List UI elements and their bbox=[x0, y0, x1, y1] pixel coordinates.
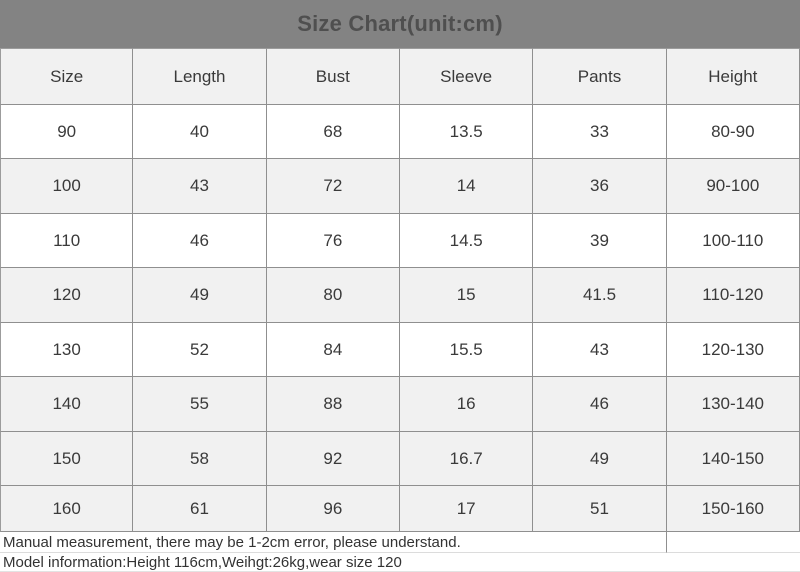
cell-length: 55 bbox=[133, 377, 267, 432]
cell-bust: 68 bbox=[266, 105, 400, 159]
column-header-length: Length bbox=[133, 48, 267, 105]
cell-size: 90 bbox=[0, 105, 134, 159]
cell-pants: 33 bbox=[533, 105, 667, 159]
cell-bust: 88 bbox=[266, 377, 400, 432]
cell-bust: 84 bbox=[266, 323, 400, 377]
cell-sleeve: 15.5 bbox=[399, 323, 534, 377]
column-header-bust: Bust bbox=[266, 48, 400, 105]
note-row-measurement: Manual measurement, there may be 1-2cm e… bbox=[0, 532, 800, 553]
column-header-pants: Pants bbox=[533, 48, 667, 105]
cell-pants: 39 bbox=[533, 214, 667, 268]
cell-length: 49 bbox=[133, 268, 267, 323]
column-header-size: Size bbox=[0, 48, 134, 105]
note-row-model-info: Model information:Height 116cm,Weihgt:26… bbox=[0, 553, 800, 572]
cell-height: 130-140 bbox=[666, 377, 800, 432]
cell-pants: 36 bbox=[533, 159, 667, 214]
cell-height: 140-150 bbox=[666, 432, 800, 486]
cell-length: 46 bbox=[133, 214, 267, 268]
cell-size: 110 bbox=[0, 214, 134, 268]
cell-sleeve: 13.5 bbox=[399, 105, 534, 159]
measurement-note: Manual measurement, there may be 1-2cm e… bbox=[3, 533, 461, 551]
cell-sleeve: 14 bbox=[399, 159, 534, 214]
cell-bust: 72 bbox=[266, 159, 400, 214]
cell-height: 90-100 bbox=[666, 159, 800, 214]
cell-sleeve: 14.5 bbox=[399, 214, 534, 268]
column-header-sleeve: Sleeve bbox=[399, 48, 534, 105]
cell-sleeve: 16.7 bbox=[399, 432, 534, 486]
cell-sleeve: 17 bbox=[399, 486, 534, 532]
cell-pants: 51 bbox=[533, 486, 667, 532]
cell-bust: 92 bbox=[266, 432, 400, 486]
cell-length: 43 bbox=[133, 159, 267, 214]
cell-height: 80-90 bbox=[666, 105, 800, 159]
note-empty-cell bbox=[666, 532, 800, 553]
cell-sleeve: 16 bbox=[399, 377, 534, 432]
cell-sleeve: 15 bbox=[399, 268, 534, 323]
cell-bust: 80 bbox=[266, 268, 400, 323]
cell-size: 130 bbox=[0, 323, 134, 377]
cell-size: 100 bbox=[0, 159, 134, 214]
cell-bust: 96 bbox=[266, 486, 400, 532]
cell-size: 120 bbox=[0, 268, 134, 323]
measurement-note-cell: Manual measurement, there may be 1-2cm e… bbox=[0, 532, 667, 553]
cell-length: 52 bbox=[133, 323, 267, 377]
size-table: Size Length Bust Sleeve Pants Height 90 … bbox=[0, 48, 800, 532]
cell-size: 150 bbox=[0, 432, 134, 486]
cell-pants: 41.5 bbox=[533, 268, 667, 323]
cell-pants: 49 bbox=[533, 432, 667, 486]
column-header-height: Height bbox=[666, 48, 800, 105]
cell-bust: 76 bbox=[266, 214, 400, 268]
model-info-note: Model information:Height 116cm,Weihgt:26… bbox=[3, 553, 402, 571]
cell-height: 110-120 bbox=[666, 268, 800, 323]
cell-height: 150-160 bbox=[666, 486, 800, 532]
cell-pants: 43 bbox=[533, 323, 667, 377]
page-title: Size Chart(unit:cm) bbox=[297, 11, 503, 36]
cell-length: 61 bbox=[133, 486, 267, 532]
cell-height: 120-130 bbox=[666, 323, 800, 377]
cell-length: 40 bbox=[133, 105, 267, 159]
cell-height: 100-110 bbox=[666, 214, 800, 268]
cell-size: 140 bbox=[0, 377, 134, 432]
cell-size: 160 bbox=[0, 486, 134, 532]
cell-pants: 46 bbox=[533, 377, 667, 432]
cell-length: 58 bbox=[133, 432, 267, 486]
title-bar: Size Chart(unit:cm) bbox=[0, 0, 800, 48]
